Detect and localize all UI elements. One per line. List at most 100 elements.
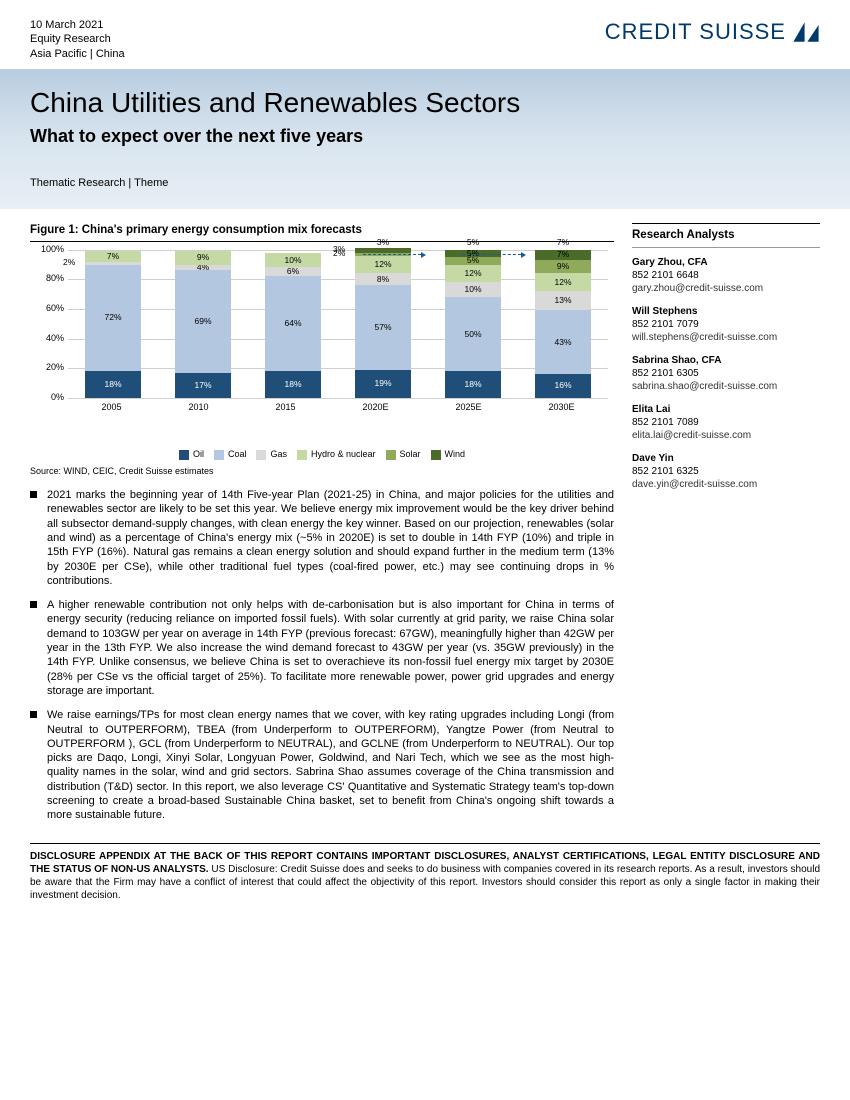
bar-segment: 43%: [535, 310, 591, 374]
bullet-text: A higher renewable contribution not only…: [47, 598, 614, 698]
y-axis-label: 0%: [30, 392, 64, 404]
legend-swatch: [431, 450, 441, 460]
chart-source: Source: WIND, CEIC, Credit Suisse estima…: [30, 466, 614, 478]
bar-column: 18%50%10%12%5%5%5%: [445, 250, 501, 398]
x-axis-label: 2025E: [455, 402, 481, 414]
analyst-phone: 852 2101 6305: [632, 367, 820, 380]
legend-label: Gas: [270, 449, 287, 461]
y-axis-label: 40%: [30, 333, 64, 345]
x-axis-label: 2010: [188, 402, 208, 414]
figure-title: Figure 1: China's primary energy consump…: [30, 223, 614, 242]
bar-segment: 50%: [445, 297, 501, 371]
analyst-name: Sabrina Shao, CFA: [632, 354, 820, 367]
bar-top-label: 3%: [377, 237, 389, 248]
chart-legend: Oil Coal Gas Hydro & nuclear Solar Wind: [30, 449, 614, 461]
analyst-entry: Sabrina Shao, CFA852 2101 6305sabrina.sh…: [632, 354, 820, 393]
bar-column: 16%43%13%12%9%7%7%: [535, 250, 591, 398]
legend-item: Wind: [431, 449, 466, 461]
analyst-entry: Dave Yin852 2101 6325dave.yin@credit-sui…: [632, 452, 820, 491]
y-axis-label: 60%: [30, 303, 64, 315]
bar-segment: 7%: [85, 251, 141, 261]
legend-item: Coal: [214, 449, 247, 461]
header-meta: 10 March 2021 Equity Research Asia Pacif…: [30, 18, 125, 61]
legend-swatch: [386, 450, 396, 460]
bullet-item: 2021 marks the beginning year of 14th Fi…: [30, 488, 614, 588]
analyst-entry: Gary Zhou, CFA852 2101 6648gary.zhou@cre…: [632, 256, 820, 295]
legend-item: Oil: [179, 449, 204, 461]
bar-segment: 17%: [175, 373, 231, 398]
bar-segment: 72%: [85, 265, 141, 372]
y-axis-label: 80%: [30, 273, 64, 285]
legend-label: Solar: [400, 449, 421, 461]
x-axis-label: 2005: [101, 402, 121, 414]
bar-segment: 12%: [445, 265, 501, 283]
bar-ext-label: 2%: [63, 257, 75, 268]
bar-segment: 64%: [265, 276, 321, 371]
brand-logo: CREDIT SUISSE: [605, 18, 820, 47]
bar-segment: 18%: [445, 371, 501, 398]
analyst-name: Gary Zhou, CFA: [632, 256, 820, 269]
analyst-entry: Elita Lai852 2101 7089elita.lai@credit-s…: [632, 403, 820, 442]
disclosure-block: DISCLOSURE APPENDIX AT THE BACK OF THIS …: [30, 843, 820, 902]
bar-segment: 10%: [265, 253, 321, 268]
page-title: China Utilities and Renewables Sectors: [30, 87, 820, 119]
report-dept: Equity Research: [30, 32, 125, 46]
brand-text: CREDIT SUISSE: [605, 18, 786, 47]
analyst-email: sabrina.shao@credit-suisse.com: [632, 380, 820, 393]
analyst-phone: 852 2101 7079: [632, 318, 820, 331]
analyst-name: Elita Lai: [632, 403, 820, 416]
y-axis-label: 100%: [30, 244, 64, 256]
bar-top-label: 7%: [557, 237, 569, 248]
bullet-square-icon: [30, 601, 37, 608]
legend-item: Gas: [256, 449, 287, 461]
bar-column: 18%64%6%10%: [265, 253, 321, 398]
bar-segment: 19%: [355, 370, 411, 398]
legend-label: Hydro & nuclear: [311, 449, 376, 461]
title-band: China Utilities and Renewables Sectors W…: [0, 69, 850, 209]
arrow-head-icon: [421, 252, 426, 258]
bar-segment: 5%: [445, 257, 501, 264]
bar-segment: 9%: [175, 251, 231, 264]
analyst-email: elita.lai@credit-suisse.com: [632, 429, 820, 442]
bar-segment: 57%: [355, 285, 411, 369]
legend-swatch: [256, 450, 266, 460]
legend-item: Solar: [386, 449, 421, 461]
bar-segment: 8%: [355, 273, 411, 285]
analyst-email: will.stephens@credit-suisse.com: [632, 331, 820, 344]
bar-column: 18%72%2%7%: [85, 251, 141, 397]
bar-column: 17%69%4%9%: [175, 251, 231, 397]
page-subtitle: What to expect over the next five years: [30, 125, 820, 148]
report-date: 10 March 2021: [30, 18, 125, 32]
bar-segment: 6%: [265, 267, 321, 276]
analyst-phone: 852 2101 6325: [632, 465, 820, 478]
x-axis-label: 2020E: [362, 402, 388, 414]
analyst-name: Will Stephens: [632, 305, 820, 318]
bar-segment: 12%: [355, 256, 411, 274]
bar-segment: 9%: [535, 260, 591, 273]
bullet-text: 2021 marks the beginning year of 14th Fi…: [47, 488, 614, 588]
legend-label: Oil: [193, 449, 204, 461]
bar-segment: 10%: [445, 282, 501, 297]
bar-segment: 18%: [85, 371, 141, 398]
bullet-square-icon: [30, 491, 37, 498]
bullet-item: We raise earnings/TPs for most clean ene…: [30, 708, 614, 822]
analyst-name: Dave Yin: [632, 452, 820, 465]
body-bullets: 2021 marks the beginning year of 14th Fi…: [30, 488, 614, 823]
trend-arrow: [462, 254, 520, 255]
bar-column: 19%57%8%12%2%3%3%: [355, 248, 411, 397]
analyst-phone: 852 2101 7089: [632, 416, 820, 429]
bar-top-label: 5%: [467, 237, 479, 248]
bar-segment: 7%: [535, 250, 591, 260]
bar-segment: 12%: [535, 273, 591, 291]
legend-label: Wind: [445, 449, 466, 461]
bullet-text: We raise earnings/TPs for most clean ene…: [47, 708, 614, 822]
analyst-email: gary.zhou@credit-suisse.com: [632, 282, 820, 295]
report-region: Asia Pacific | China: [30, 47, 125, 61]
analyst-phone: 852 2101 6648: [632, 269, 820, 282]
analyst-email: dave.yin@credit-suisse.com: [632, 478, 820, 491]
legend-swatch: [179, 450, 189, 460]
legend-swatch: [297, 450, 307, 460]
analyst-entry: Will Stephens852 2101 7079will.stephens@…: [632, 305, 820, 344]
legend-label: Coal: [228, 449, 247, 461]
y-axis-label: 20%: [30, 362, 64, 374]
